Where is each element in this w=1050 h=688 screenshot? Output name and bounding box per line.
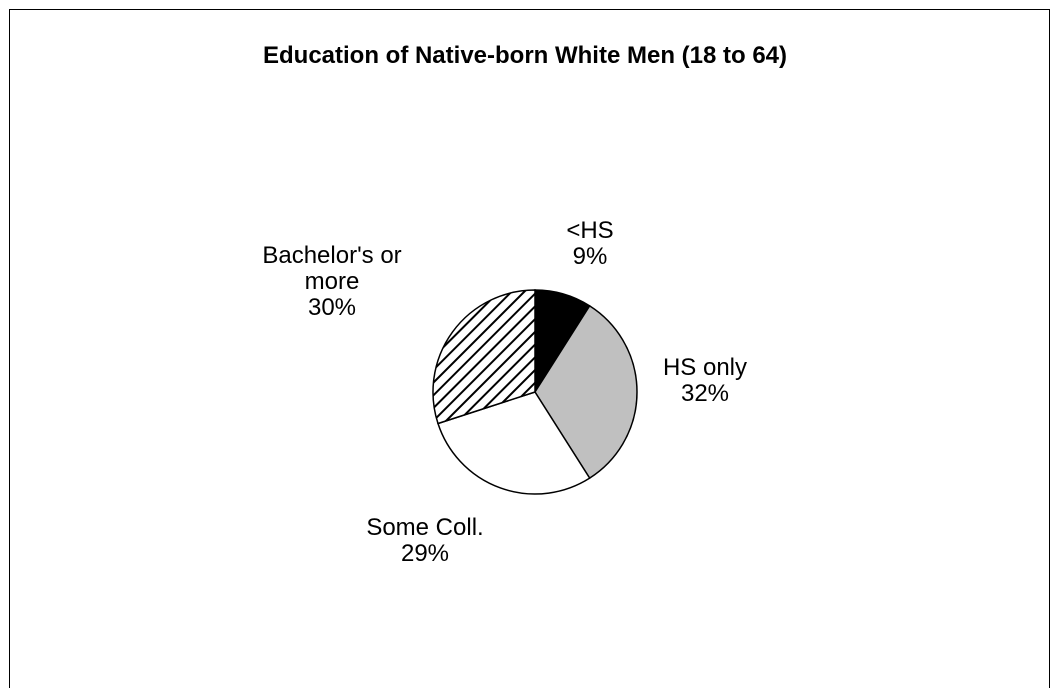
slice-label-bachelors: Bachelor's or more 30% (262, 242, 402, 321)
chart-title: Education of Native-born White Men (18 t… (262, 42, 788, 69)
pie-slice-bachelors (432, 289, 536, 425)
slice-label-lt-hs: <HS 9% (566, 217, 614, 270)
pie-slice-hs-only (534, 304, 638, 480)
slice-label-some-coll: Some Coll. 29% (366, 514, 484, 567)
pie-slice-some-coll (437, 391, 591, 495)
slice-label-hs-only: HS only 32% (662, 354, 748, 407)
